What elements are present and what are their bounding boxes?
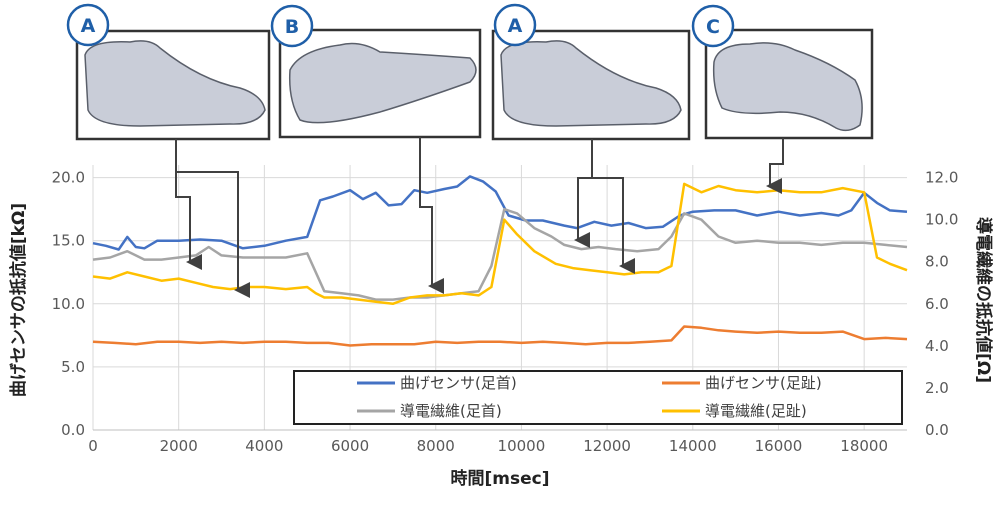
y-left-tick-label: 20.0 xyxy=(52,169,85,187)
sock-image xyxy=(500,40,682,127)
y-left-tick-label: 0.0 xyxy=(61,421,85,439)
x-tick-label: 2000 xyxy=(160,437,198,455)
photo-badge: C xyxy=(706,16,720,38)
chart-series xyxy=(92,175,908,347)
photo-badge: B xyxy=(285,16,299,38)
y-right-axis-ticks: 0.0 2.0 4.0 6.0 8.0 10.0 12.0 xyxy=(925,169,958,439)
badge-circle xyxy=(270,4,314,48)
y-right-tick-label: 0.0 xyxy=(925,421,949,439)
legend-label-0: 曲げセンサ(足首) xyxy=(400,374,517,392)
photo-panel-3: A xyxy=(491,3,691,141)
y-right-axis-title: 導電繊維の抵抗値[Ω] xyxy=(973,217,994,383)
series-line-3 xyxy=(92,182,908,306)
y-right-tick-label: 12.0 xyxy=(925,169,958,187)
photo-panel-4: C xyxy=(691,4,874,140)
legend-label-2: 導電繊維(足首) xyxy=(400,402,502,420)
legend: 曲げセンサ(足首) 曲げセンサ(足趾) 導電繊維(足首) 導電繊維(足趾) xyxy=(293,370,903,425)
arrow-a2-right xyxy=(591,139,635,274)
series-line-0 xyxy=(92,175,908,251)
y-left-tick-label: 15.0 xyxy=(52,232,85,250)
photo-panel-2: B xyxy=(270,4,482,139)
x-tick-label: 4000 xyxy=(245,437,283,455)
badge-circle xyxy=(691,4,735,48)
badge-circle xyxy=(493,3,537,47)
x-tick-label: 8000 xyxy=(417,437,455,455)
legend-label-1: 曲げセンサ(足趾) xyxy=(705,374,822,392)
legend-label-3: 導電繊維(足趾) xyxy=(705,402,807,420)
y-left-axis-title: 曲げセンサの抵抗値[kΩ] xyxy=(8,203,29,397)
x-tick-label: 14000 xyxy=(669,437,717,455)
x-tick-label: 6000 xyxy=(331,437,369,455)
photo-badge: A xyxy=(508,15,523,37)
sock-image xyxy=(288,42,477,124)
x-tick-label: 18000 xyxy=(840,437,888,455)
x-axis-ticks: 0 2000 4000 6000 8000 10000 12000 14000 16000 180… xyxy=(88,437,888,455)
y-right-tick-label: 6.0 xyxy=(925,295,949,313)
x-axis-title: 時間[msec] xyxy=(451,468,550,489)
photo-badge: A xyxy=(81,15,96,37)
arrow-c xyxy=(766,138,784,194)
arrow-b xyxy=(419,137,444,294)
arrow-a1-left xyxy=(175,139,202,270)
badge-circle xyxy=(66,3,110,47)
y-left-tick-label: 5.0 xyxy=(61,358,85,376)
series-line-2 xyxy=(92,207,908,301)
x-tick-label: 12000 xyxy=(583,437,631,455)
y-right-tick-label: 10.0 xyxy=(925,211,958,229)
y-left-axis-ticks: 0.0 5.0 10.0 15.0 20.0 xyxy=(52,169,85,439)
photo-panel-1: A xyxy=(66,3,271,141)
y-right-tick-label: 8.0 xyxy=(925,253,949,271)
y-left-tick-label: 10.0 xyxy=(52,295,85,313)
sock-image xyxy=(712,42,863,132)
y-right-tick-label: 2.0 xyxy=(925,379,949,397)
series-line-1 xyxy=(92,325,908,347)
sock-image xyxy=(84,40,266,127)
arrow-a1-right xyxy=(175,139,250,298)
x-tick-label: 16000 xyxy=(755,437,803,455)
connector-arrows xyxy=(175,137,784,298)
x-tick-label: 0 xyxy=(88,437,98,455)
y-right-tick-label: 4.0 xyxy=(925,337,949,355)
x-tick-label: 10000 xyxy=(498,437,546,455)
